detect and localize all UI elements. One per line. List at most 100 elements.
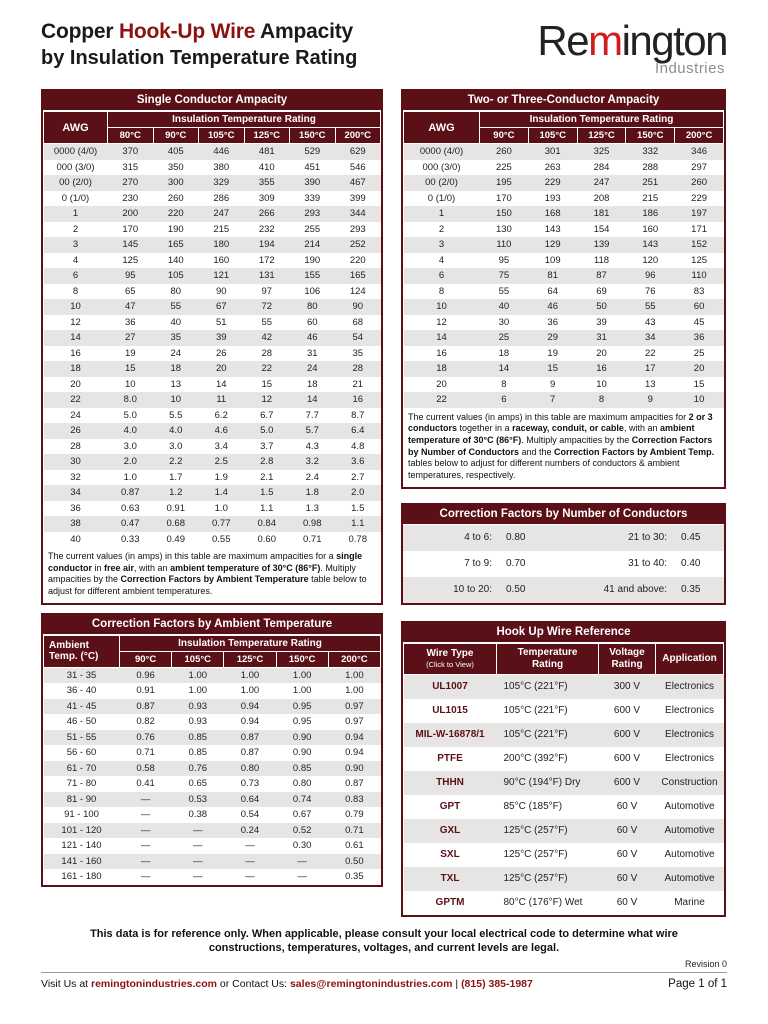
value-cell: 293 bbox=[289, 206, 335, 222]
value-cell: 0.53 bbox=[171, 791, 224, 808]
value-cell: 0.35 bbox=[328, 869, 381, 885]
value-cell: 0.87 bbox=[328, 776, 381, 792]
value-cell: 446 bbox=[198, 143, 244, 160]
value-cell: 14 bbox=[198, 376, 244, 392]
value-cell: 284 bbox=[577, 159, 626, 175]
value-cell: 68 bbox=[335, 314, 381, 330]
logo-text-pre: Re bbox=[537, 17, 589, 64]
value-cell: 0.85 bbox=[171, 729, 224, 746]
value-cell: 0.80 bbox=[223, 760, 277, 777]
value-cell: 0.93 bbox=[171, 698, 224, 715]
value-cell: 36 bbox=[107, 314, 153, 330]
row-label-cell: 10 bbox=[43, 299, 108, 315]
table-row: SXL 125°C (257°F) 60 V Automotive bbox=[403, 842, 724, 867]
title-line-2: by Insulation Temperature Rating bbox=[41, 47, 358, 69]
value-cell: 230 bbox=[107, 190, 153, 206]
text-segment: The current values (in amps) in this tab… bbox=[48, 551, 337, 561]
value-cell: 252 bbox=[335, 237, 381, 253]
table-row: 61 - 70 0.58 0.76 0.80 0.85 0.90 bbox=[43, 760, 381, 777]
row-label-cell: 3 bbox=[43, 237, 108, 253]
value-cell: 0.40 bbox=[673, 550, 724, 577]
temp-col-header: 150°C bbox=[625, 127, 676, 144]
value-cell: 0.71 bbox=[328, 822, 381, 839]
value-cell: 0.97 bbox=[328, 698, 381, 715]
table-row: GXL 125°C (257°F) 60 V Automotive bbox=[403, 818, 724, 843]
value-cell: — bbox=[171, 822, 224, 839]
value-cell: 55 bbox=[479, 283, 529, 299]
value-cell: Electronics bbox=[655, 674, 724, 699]
value-cell: 18 bbox=[289, 376, 335, 392]
value-cell: 410 bbox=[244, 159, 290, 175]
table-row: 0 (1/0) 230 260 286 309 339 399 bbox=[43, 190, 381, 206]
temp-header-row: 90°C 105°C 125°C 150°C 200°C bbox=[404, 127, 724, 144]
table-row: 101 - 120— —0.24 0.52 0.71 bbox=[43, 822, 381, 839]
value-cell: 65 bbox=[107, 283, 153, 299]
table-row: 20 8 9 10 13 15 bbox=[403, 376, 724, 392]
value-cell: 0.47 bbox=[107, 516, 153, 532]
value-cell: 24 bbox=[153, 345, 199, 361]
value-cell: 0.94 bbox=[223, 698, 277, 715]
wire-type-link[interactable]: SXL bbox=[403, 842, 497, 867]
table-row: 22 6 7 8 9 10 bbox=[403, 392, 724, 408]
value-cell: 0.84 bbox=[244, 516, 290, 532]
value-cell: 21 to 30: bbox=[563, 524, 673, 551]
text-segment: , with an bbox=[134, 562, 171, 573]
table-row: 161 - 180— — — —0.35 bbox=[43, 869, 381, 885]
value-cell: 85°C (185°F) bbox=[496, 794, 599, 819]
wire-type-link[interactable]: GXL bbox=[403, 818, 497, 843]
table-row: 4 125 140 160 172 190 220 bbox=[43, 252, 381, 268]
temp-col-header: 125°C bbox=[223, 650, 277, 668]
contact-link[interactable]: remingtonindustries.com bbox=[91, 978, 218, 991]
table-row: 12 30 36 39 43 45 bbox=[403, 314, 724, 330]
value-cell: 14 bbox=[289, 392, 335, 408]
value-cell: 18 bbox=[153, 361, 199, 377]
table-row: 22 8.0 10 11 12 14 16 bbox=[43, 392, 381, 408]
value-cell: 10 bbox=[107, 376, 153, 392]
row-label-cell: 16 bbox=[403, 345, 480, 361]
table-row: 41 - 45 0.87 0.93 0.94 0.95 0.97 bbox=[43, 698, 381, 715]
wire-type-link[interactable]: MIL-W-16878/1 bbox=[403, 722, 497, 747]
insulation-group-header: Insulation Temperature Rating bbox=[479, 111, 724, 128]
value-cell: 1.8 bbox=[289, 485, 335, 501]
ambient-correction-grid: Ambient Temp. (°C) Insulation Temperatur… bbox=[43, 634, 382, 885]
value-cell: 481 bbox=[244, 143, 290, 160]
value-cell: 96 bbox=[625, 268, 675, 284]
value-cell: 297 bbox=[674, 159, 724, 175]
wire-type-link[interactable]: GPTM bbox=[403, 890, 497, 915]
value-cell: 121 bbox=[198, 268, 244, 284]
wire-type-link[interactable]: PTFE bbox=[403, 746, 497, 771]
value-cell: 31 bbox=[577, 330, 626, 346]
wire-type-link[interactable]: TXL bbox=[403, 866, 497, 891]
value-cell: 25 bbox=[479, 330, 529, 346]
wire-type-link[interactable]: UL1015 bbox=[403, 698, 497, 723]
table-row: 2 130 143 154 160 171 bbox=[403, 221, 724, 237]
contact-link[interactable]: (815) 385-1987 bbox=[461, 978, 533, 991]
single-conductor-ampacity-table: Single Conductor Ampacity AWG Insulation… bbox=[41, 89, 383, 605]
value-cell: 208 bbox=[577, 190, 626, 206]
wire-type-link[interactable]: UL1007 bbox=[403, 674, 497, 699]
value-cell: 31 bbox=[289, 345, 335, 361]
page-title: Copper Hook-Up Wire Ampacity by Insulati… bbox=[41, 20, 357, 70]
value-cell: 0.74 bbox=[276, 791, 329, 808]
table-row: 00 (2/0) 195 229 247 251 260 bbox=[403, 175, 724, 191]
value-cell: — bbox=[223, 869, 277, 885]
row-label-cell: 34 bbox=[43, 485, 108, 501]
value-cell: 0.76 bbox=[119, 729, 172, 746]
application-column-header: Application bbox=[655, 642, 724, 675]
logo-text-post: ington bbox=[621, 17, 729, 64]
value-cell: 39 bbox=[198, 330, 244, 346]
value-cell: 28 bbox=[335, 361, 381, 377]
contact-link[interactable]: sales@remingtonindustries.com bbox=[289, 978, 453, 991]
value-cell: 1.00 bbox=[328, 667, 381, 684]
value-cell: 6 bbox=[479, 392, 529, 408]
value-cell: 118 bbox=[577, 252, 626, 268]
logo-wordmark: Remington bbox=[537, 17, 729, 64]
wire-type-link[interactable]: THHN bbox=[403, 770, 497, 795]
footer-divider bbox=[41, 972, 727, 974]
value-cell: 50 bbox=[577, 299, 626, 315]
temp-rating-header-line2: Rating bbox=[531, 658, 564, 670]
row-label-cell: 56 - 60 bbox=[43, 745, 120, 761]
value-cell: 1.3 bbox=[289, 500, 335, 516]
wire-type-link[interactable]: GPT bbox=[403, 794, 497, 819]
value-cell: 75 bbox=[479, 268, 529, 284]
